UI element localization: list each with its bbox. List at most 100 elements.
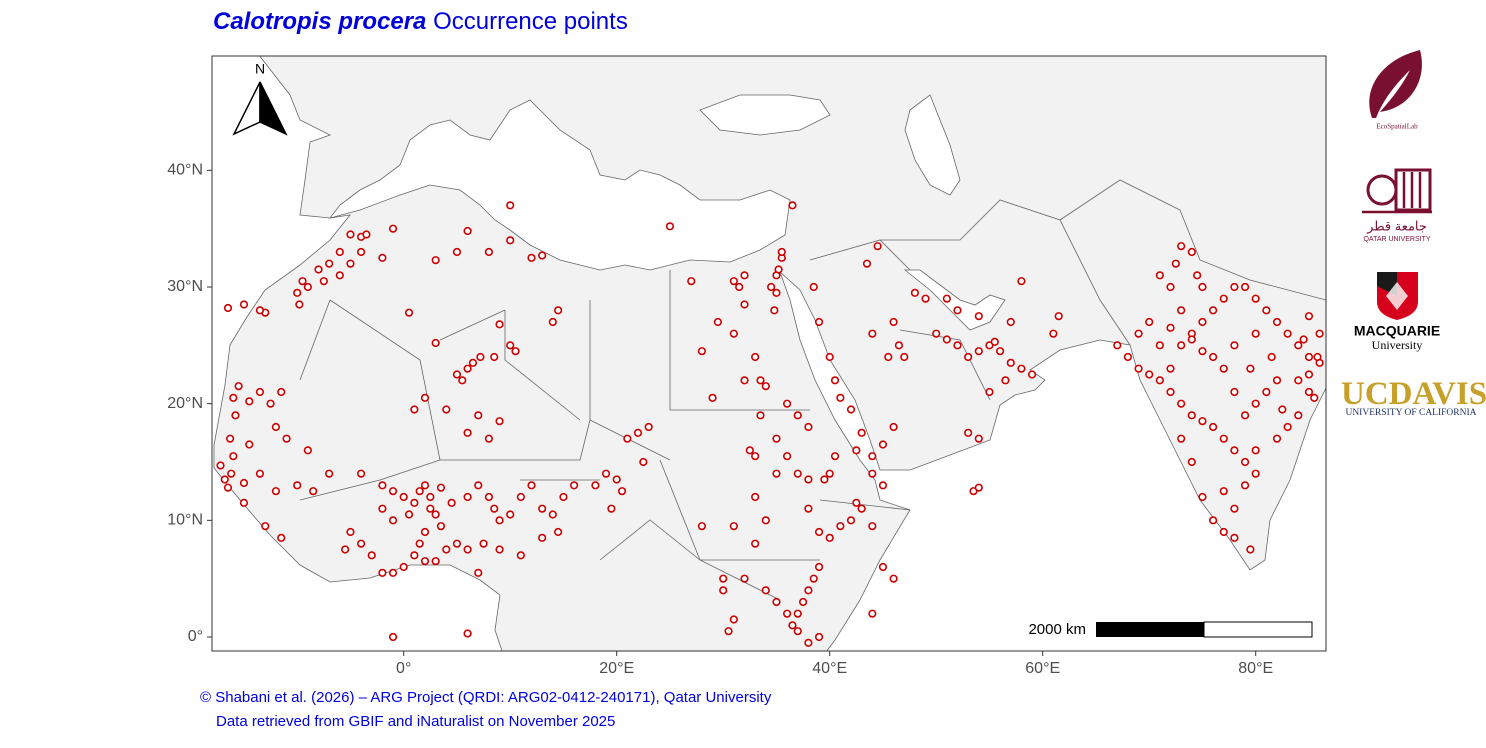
- occurrence-point: [474, 481, 483, 490]
- occurrence-point: [1187, 457, 1196, 467]
- logo-text: EcoSpatialLab: [1376, 123, 1418, 131]
- occurrence-point: [974, 347, 983, 356]
- occurrence-point: [463, 492, 472, 502]
- occurrence-point: [1283, 329, 1292, 338]
- occurrence-point: [420, 481, 430, 490]
- occurrence-point: [783, 452, 792, 461]
- y-tick-label: 20°N: [167, 395, 203, 412]
- occurrence-point: [484, 492, 494, 502]
- occurrence-point: [1294, 376, 1303, 385]
- occurrence-point: [846, 405, 856, 414]
- occurrence-point: [495, 417, 504, 426]
- occurrence-point: [623, 434, 632, 443]
- occurrence-point: [346, 230, 355, 239]
- occurrence-point: [335, 271, 344, 280]
- plot-frame: [211, 55, 1327, 652]
- occurrence-point: [644, 422, 653, 432]
- occurrence-point: [1006, 317, 1015, 327]
- occurrence-point: [293, 288, 302, 297]
- occurrence-point: [554, 306, 563, 315]
- occurrence-point: [239, 498, 249, 507]
- occurrence-point: [772, 434, 781, 443]
- scale-bar-label: 2000 km: [1028, 621, 1086, 638]
- occurrence-point: [878, 481, 888, 490]
- occurrence-point: [436, 483, 446, 492]
- occurrence-point: [1262, 387, 1271, 397]
- black-sea: [699, 94, 831, 136]
- occurrence-point: [378, 253, 387, 262]
- credit-line: Data retrieved from GBIF and iNaturalist…: [216, 713, 615, 730]
- occurrence-point: [404, 510, 414, 519]
- scale-bar-dark: [1096, 622, 1204, 637]
- occurrence-point: [431, 510, 440, 519]
- occurrence-point: [357, 247, 366, 257]
- occurrence-point: [245, 440, 254, 449]
- occurrence-point: [570, 481, 579, 490]
- logo-macquarie: MACQUARIE University: [1354, 272, 1440, 352]
- occurrence-point: [452, 370, 462, 379]
- occurrence-point: [1123, 352, 1133, 362]
- occurrence-point: [495, 320, 504, 329]
- occurrence-point: [1166, 282, 1175, 292]
- y-tick-label: 40°N: [167, 162, 203, 179]
- occurrence-point: [1278, 405, 1287, 414]
- occurrence-point: [255, 469, 265, 478]
- occurrence-point: [341, 545, 350, 554]
- occurrence-point: [1134, 364, 1143, 373]
- occurrence-point: [1294, 341, 1303, 350]
- occurrence-point: [751, 352, 760, 362]
- occurrence-point: [378, 481, 387, 490]
- occurrence-point: [1304, 352, 1314, 362]
- occurrence-point: [1304, 370, 1314, 379]
- occurrence-point: [357, 469, 366, 478]
- x-tick-label: 60°E: [1025, 660, 1060, 677]
- building: [1394, 168, 1432, 212]
- occurrence-point: [814, 317, 824, 327]
- occurrence-point: [788, 621, 797, 630]
- building-lines: [1362, 172, 1432, 214]
- title-text: Occurrence points: [433, 8, 628, 35]
- x-tick-label: 0°: [396, 660, 411, 677]
- occurrence-point: [255, 306, 265, 315]
- occurrence-point: [223, 483, 233, 492]
- occurrence-point: [1166, 364, 1175, 373]
- occurrence-point: [830, 452, 840, 461]
- country-borders: [299, 179, 1326, 601]
- occurrence-point: [1113, 341, 1122, 350]
- occurrence-point: [836, 522, 845, 531]
- occurrence-point: [548, 317, 557, 327]
- logo-davis: DAVIS: [1389, 376, 1486, 412]
- emblem: [1366, 174, 1398, 206]
- occurrence-point: [271, 487, 281, 496]
- occurrence-point: [506, 341, 515, 350]
- map: [212, 56, 1326, 651]
- occurrence-point: [1155, 376, 1164, 385]
- occurrence-point: [484, 434, 494, 443]
- occurrence-point: [506, 236, 515, 245]
- occurrence-point: [868, 469, 877, 478]
- occurrence-point: [719, 586, 728, 595]
- occurrence-point: [729, 522, 738, 531]
- occurrence-point: [277, 387, 286, 397]
- occurrence-point: [633, 428, 643, 437]
- occurrence-point: [889, 574, 898, 583]
- occurrence-point: [724, 627, 733, 636]
- occurrence-point: [410, 405, 419, 414]
- occurrence-point: [793, 609, 802, 618]
- occurrence-point: [346, 259, 355, 268]
- occurrence-point: [298, 277, 307, 286]
- occurrence-point: [452, 539, 462, 548]
- north-arrow-right: [259, 81, 288, 136]
- logo-ecospatial: EcoSpatialLab: [1369, 50, 1422, 131]
- leaf-icon: [1369, 50, 1422, 118]
- occurrence-point: [227, 469, 236, 478]
- occurrence-point: [216, 461, 225, 470]
- occurrence-point: [601, 469, 611, 478]
- occurrence-point: [1230, 504, 1239, 513]
- occurrence-point: [495, 516, 504, 525]
- occurrence-point: [756, 376, 765, 385]
- occurrence-point: [1155, 271, 1164, 280]
- occurrence-point: [751, 539, 760, 548]
- occurrence-point: [852, 446, 861, 455]
- occurrence-point: [1219, 487, 1228, 496]
